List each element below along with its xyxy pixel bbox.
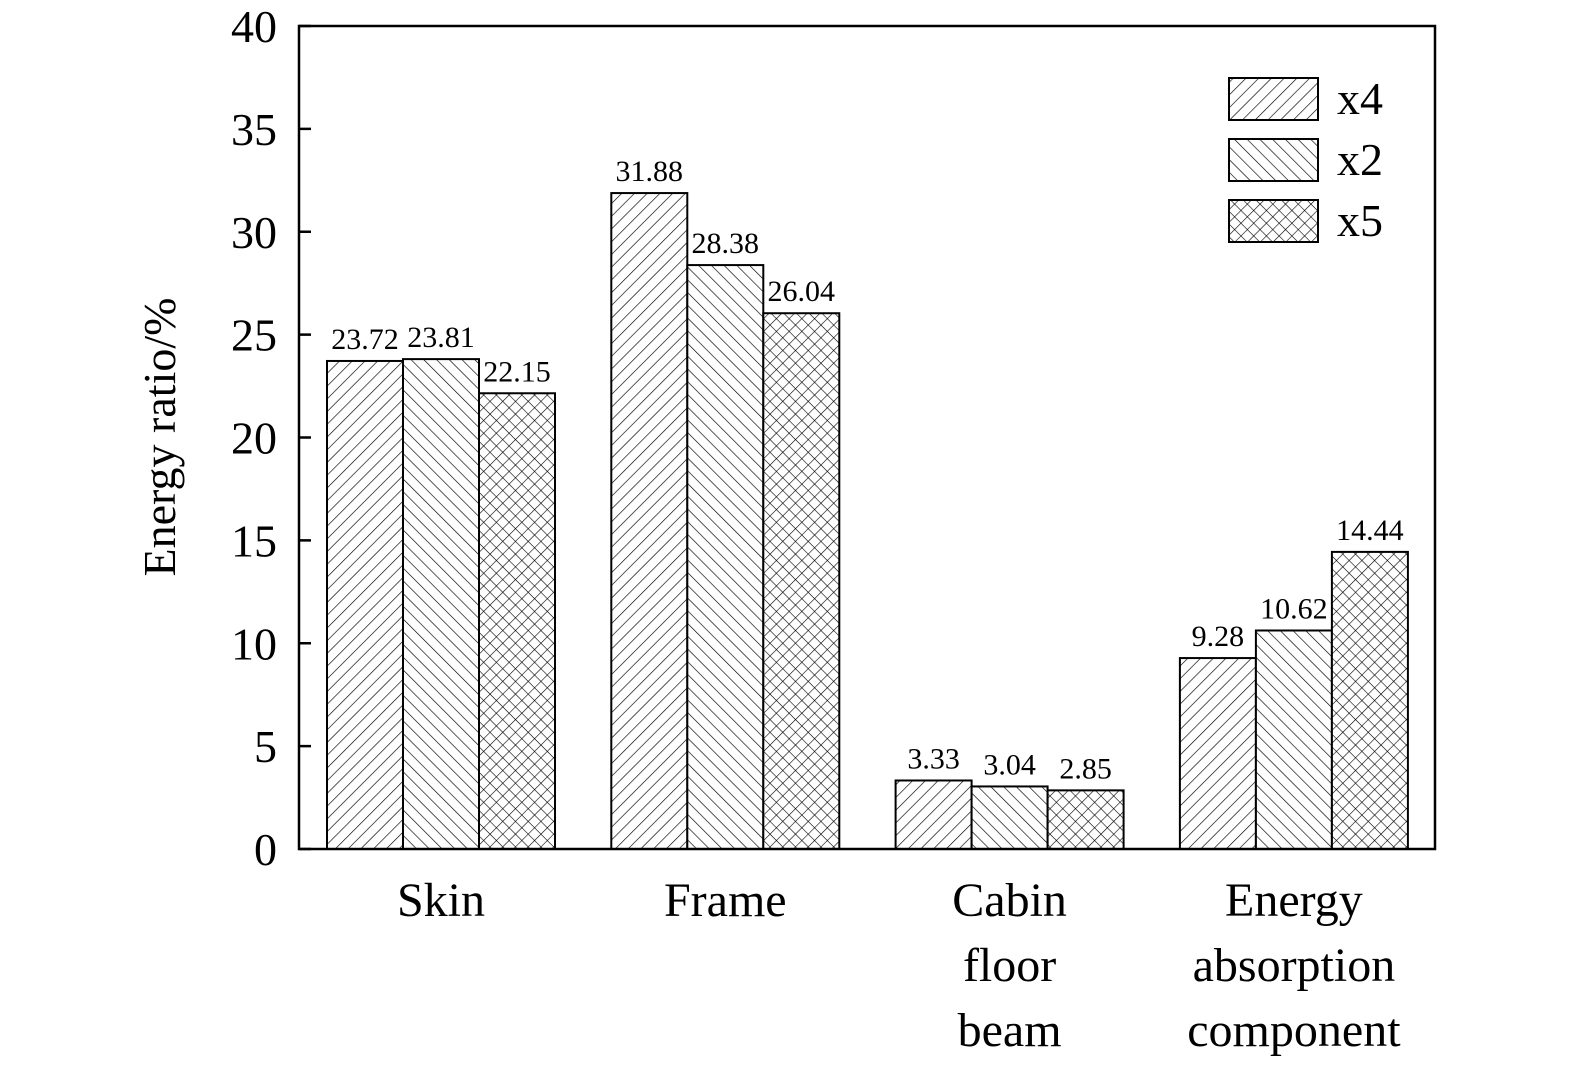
legend-label-x2: x2: [1337, 134, 1383, 185]
bar-x2-0: [402, 358, 480, 850]
data-label: 10.62: [1260, 592, 1328, 625]
bar-x4-1: [610, 192, 689, 851]
legend-label-x4: x4: [1337, 73, 1383, 124]
data-label: 31.88: [616, 155, 684, 188]
legend-label-x5: x5: [1337, 195, 1383, 246]
category-label: Frame: [664, 874, 787, 927]
data-label: 2.85: [1059, 752, 1112, 785]
plot-frame: [297, 24, 1437, 851]
data-label: 3.04: [983, 748, 1036, 781]
data-label: 23.72: [331, 323, 399, 356]
y-tick-label: 40: [231, 1, 277, 52]
data-label: 23.81: [407, 321, 475, 354]
category-label: Cabin: [952, 874, 1067, 927]
legend: x4 x2 x5: [1228, 73, 1383, 246]
category-label: absorption: [1193, 939, 1396, 992]
bar-x4-2: [894, 779, 973, 850]
legend-swatch-x2: [1228, 138, 1319, 182]
y-tick-label: 20: [231, 413, 277, 464]
y-tick-label: 15: [231, 515, 277, 566]
y-axis-ticks: 0 5 10 15 20 25 30 35 40: [231, 1, 311, 875]
legend-swatch-x5: [1228, 199, 1319, 243]
bar-x5-1: [762, 312, 841, 850]
y-axis-label: Energy ratio/%: [134, 298, 185, 577]
category-label: component: [1187, 1004, 1401, 1057]
legend-swatch-x4: [1228, 77, 1319, 121]
bar-x2-3: [1254, 629, 1333, 851]
data-label: 22.15: [483, 355, 551, 388]
bar-x2-2: [970, 785, 1049, 851]
y-tick-label: 0: [254, 824, 277, 875]
y-tick-label: 5: [254, 721, 277, 772]
bars: [326, 192, 1409, 851]
y-tick-label: 30: [231, 207, 277, 258]
category-label: Energy: [1225, 874, 1363, 927]
data-label: 26.04: [768, 275, 836, 308]
bar-x5-2: [1046, 789, 1125, 851]
data-label: 14.44: [1336, 514, 1404, 547]
bar-x5-0: [478, 392, 556, 850]
data-label: 28.38: [692, 227, 760, 260]
y-axis-label-group: Energy ratio/%: [134, 298, 185, 577]
y-tick-label: 35: [231, 104, 277, 155]
y-tick-label: 25: [231, 310, 277, 361]
bar-x5-3: [1330, 550, 1409, 850]
data-label: 9.28: [1192, 620, 1245, 653]
x-axis-category-labels: Skin Frame Cabin floor beam Energy absorption c…: [397, 874, 1401, 1057]
data-label: 3.33: [907, 742, 960, 775]
category-label: beam: [958, 1004, 1062, 1057]
bar-x2-1: [686, 264, 765, 851]
bar-x4-3: [1178, 657, 1257, 851]
category-label: floor: [963, 939, 1056, 992]
category-label: Skin: [397, 874, 485, 927]
y-tick-label: 10: [231, 618, 277, 669]
bar-x4-0: [326, 359, 404, 850]
